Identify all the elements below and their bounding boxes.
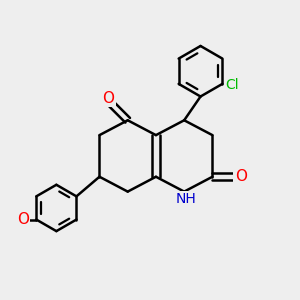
Text: Cl: Cl [225, 78, 239, 92]
Text: O: O [102, 91, 114, 106]
Text: NH: NH [175, 192, 196, 206]
Text: O: O [235, 169, 247, 184]
Text: O: O [16, 212, 28, 227]
